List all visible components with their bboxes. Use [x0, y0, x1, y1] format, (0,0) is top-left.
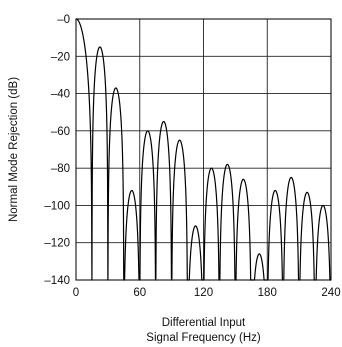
x-axis-ticks: 0 60 120 180 240 — [73, 287, 341, 299]
x-tick-label-4: 240 — [321, 287, 340, 299]
y-tick-label-0: –0 — [57, 14, 70, 26]
grid — [76, 19, 331, 280]
x-tick-label-3: 180 — [258, 287, 277, 299]
x-axis-label-line2: Signal Frequency (Hz) — [146, 332, 261, 344]
y-tick-label-6: –120 — [44, 238, 70, 250]
y-tick-label-2: –40 — [51, 89, 70, 101]
curve-layer — [75, 18, 332, 281]
x-tick-label-0: 0 — [73, 287, 79, 299]
y-tick-label-7: –140 — [44, 275, 70, 287]
x-tick-label-2: 120 — [194, 287, 213, 299]
x-tick-label-1: 60 — [133, 287, 146, 299]
y-tick-label-3: –60 — [51, 126, 70, 138]
y-tick-label-5: –100 — [44, 200, 70, 212]
x-axis-label-line1: Differential Input — [162, 317, 246, 329]
y-tick-label-1: –20 — [51, 51, 70, 63]
y-axis-label: Normal Mode Rejection (dB) — [8, 77, 20, 222]
y-axis-ticks: –0 –20 –40 –60 –80 –100 –120 –140 — [44, 14, 70, 287]
y-tick-label-4: –80 — [51, 163, 70, 175]
rejection-curve — [75, 18, 332, 281]
